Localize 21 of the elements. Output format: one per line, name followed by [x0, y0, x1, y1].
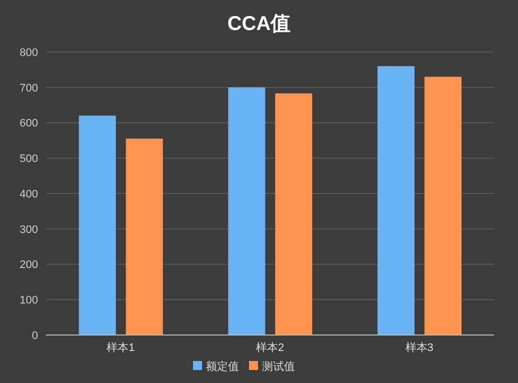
y-tick-label: 600 [20, 118, 38, 130]
y-tick-label: 500 [20, 153, 38, 166]
legend-label: 额定值 [206, 361, 239, 373]
bar [378, 66, 415, 335]
x-tick-label: 样本3 [405, 340, 434, 354]
y-tick-label: 800 [20, 46, 38, 59]
bar [126, 138, 163, 335]
y-tick-label: 400 [20, 188, 38, 200]
chart-title: CCA值 [226, 12, 292, 37]
y-tick-label: 700 [20, 82, 38, 94]
y-tick-label: 100 [20, 294, 38, 307]
y-tick-label: 300 [20, 224, 38, 236]
bar [228, 87, 266, 335]
y-tick-label: 200 [20, 259, 38, 272]
y-tick-label: 0 [32, 330, 38, 342]
x-tick-label: 样本2 [256, 340, 284, 354]
bar [78, 116, 116, 335]
bar [275, 93, 312, 335]
legend-label: 测试值 [262, 361, 295, 373]
bar [424, 76, 462, 335]
x-tick-label: 样本1 [106, 340, 135, 354]
